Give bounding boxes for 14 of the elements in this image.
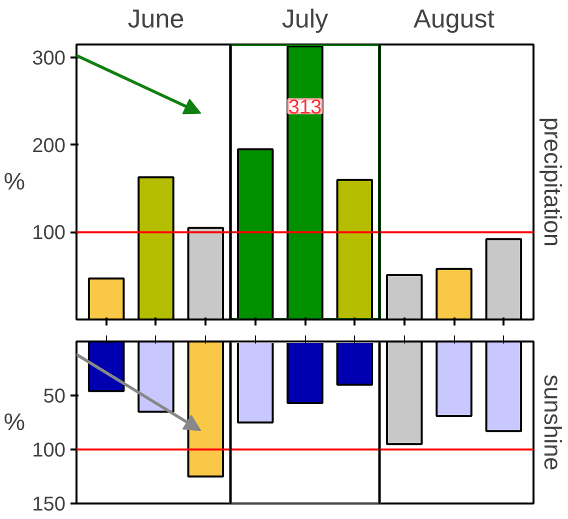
y-tick-label: 200 [32, 134, 66, 157]
text: August [414, 4, 496, 34]
y-tick-label: 100 [32, 222, 66, 244]
text: July [282, 4, 328, 34]
y2-axis-title: precipitation [538, 117, 566, 247]
y-tick-label: 100 [32, 440, 66, 462]
y-axis-title: % [4, 168, 26, 196]
y-axis-title: % [4, 409, 26, 436]
y2-axis-title: sunshine [538, 374, 566, 471]
data-label: 313 [288, 96, 322, 118]
y-tick-label: 150 [32, 494, 66, 516]
y-tick-label: 50 [43, 386, 66, 408]
text: June [128, 4, 184, 34]
y-tick-label: 300 [32, 48, 66, 70]
